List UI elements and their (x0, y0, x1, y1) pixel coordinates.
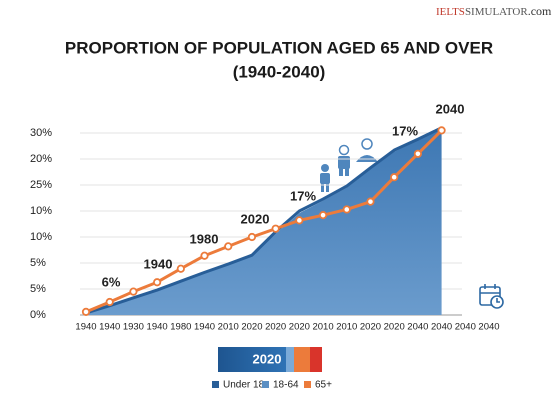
marker (129, 287, 138, 296)
x-tick-label: 2020 (241, 322, 262, 333)
legend-swatch (212, 381, 219, 388)
annotation: 1940 (144, 256, 173, 271)
y-tick-label: 10% (30, 231, 52, 243)
annotation: 1980 (190, 231, 219, 246)
y-tick-label: 10% (30, 205, 52, 217)
watermark: IELTSSIMULATOR.com (436, 4, 552, 18)
marker (271, 224, 280, 233)
x-tick-label: 2010 (218, 322, 239, 333)
x-tick-label: 2040 (407, 322, 428, 333)
annotation: 17% (392, 123, 418, 138)
watermark-suffix: .com (528, 4, 552, 18)
x-tick-label: 1930 (123, 322, 144, 333)
x-tick-label: 1940 (99, 322, 120, 333)
marker (413, 149, 422, 158)
legend-bar (286, 347, 294, 372)
marker (437, 126, 446, 135)
watermark-brand: IELTS (436, 6, 465, 18)
marker (318, 211, 328, 220)
marker (342, 205, 351, 214)
x-tick-label: 1940 (147, 322, 168, 333)
legend: 2020 Under 18 18-64 65+ (212, 347, 332, 391)
annotation: 2020 (241, 211, 270, 226)
marker (366, 197, 375, 206)
x-tick-label: 2010 (312, 322, 333, 333)
marker (224, 242, 233, 251)
annotation: 2040 (436, 101, 465, 116)
line (85, 126, 443, 315)
marker (200, 251, 209, 260)
marker (247, 232, 257, 242)
line (85, 129, 443, 314)
y-tick-label: 20% (30, 153, 52, 165)
y-tick-label: 5% (30, 283, 46, 295)
legend-swatch (304, 381, 311, 388)
chart-subtitle: (1940-2040) (233, 62, 326, 81)
x-tick-label: 2040 (455, 322, 476, 333)
x-tick-label: 2020 (265, 322, 286, 333)
legend-label: 65+ (315, 380, 332, 391)
marker (176, 264, 185, 273)
y-tick-label: 25% (30, 179, 52, 191)
y-tick-label: 30% (30, 127, 52, 139)
marker (295, 216, 304, 225)
marker (105, 297, 114, 307)
x-tick-label: 1980 (170, 322, 191, 333)
legend-swatch (262, 381, 269, 388)
legend-label: 18-64 (273, 380, 299, 391)
x-tick-label: 1940 (194, 322, 215, 333)
chart-title: PROPORTION OF POPULATION AGED 65 AND OVE… (65, 38, 493, 57)
marker (81, 307, 91, 316)
x-tick-label: 2040 (478, 322, 499, 333)
watermark-name: SIMULATOR (465, 6, 528, 18)
annotation: 17% (290, 188, 316, 203)
marker (153, 278, 162, 287)
legend-bar (310, 347, 322, 372)
y-tick-label: 0% (30, 309, 46, 321)
marker (390, 173, 399, 182)
area (86, 128, 442, 315)
x-tick-label: 2020 (289, 322, 310, 333)
legend-label: Under 18 (223, 380, 265, 391)
x-tick-label: 2010 (336, 322, 357, 333)
x-tick-label: 2020 (384, 322, 405, 333)
calendar-icon (479, 284, 504, 309)
legend-title: 2020 (253, 351, 282, 366)
legend-bar (294, 347, 310, 372)
x-tick-label: 2020 (360, 322, 381, 333)
y-tick-label: 5% (30, 257, 46, 269)
annotation: 6% (102, 274, 121, 289)
x-tick-label: 2040 (431, 322, 452, 333)
x-tick-label: 1940 (75, 322, 96, 333)
legend-bar (218, 347, 286, 372)
